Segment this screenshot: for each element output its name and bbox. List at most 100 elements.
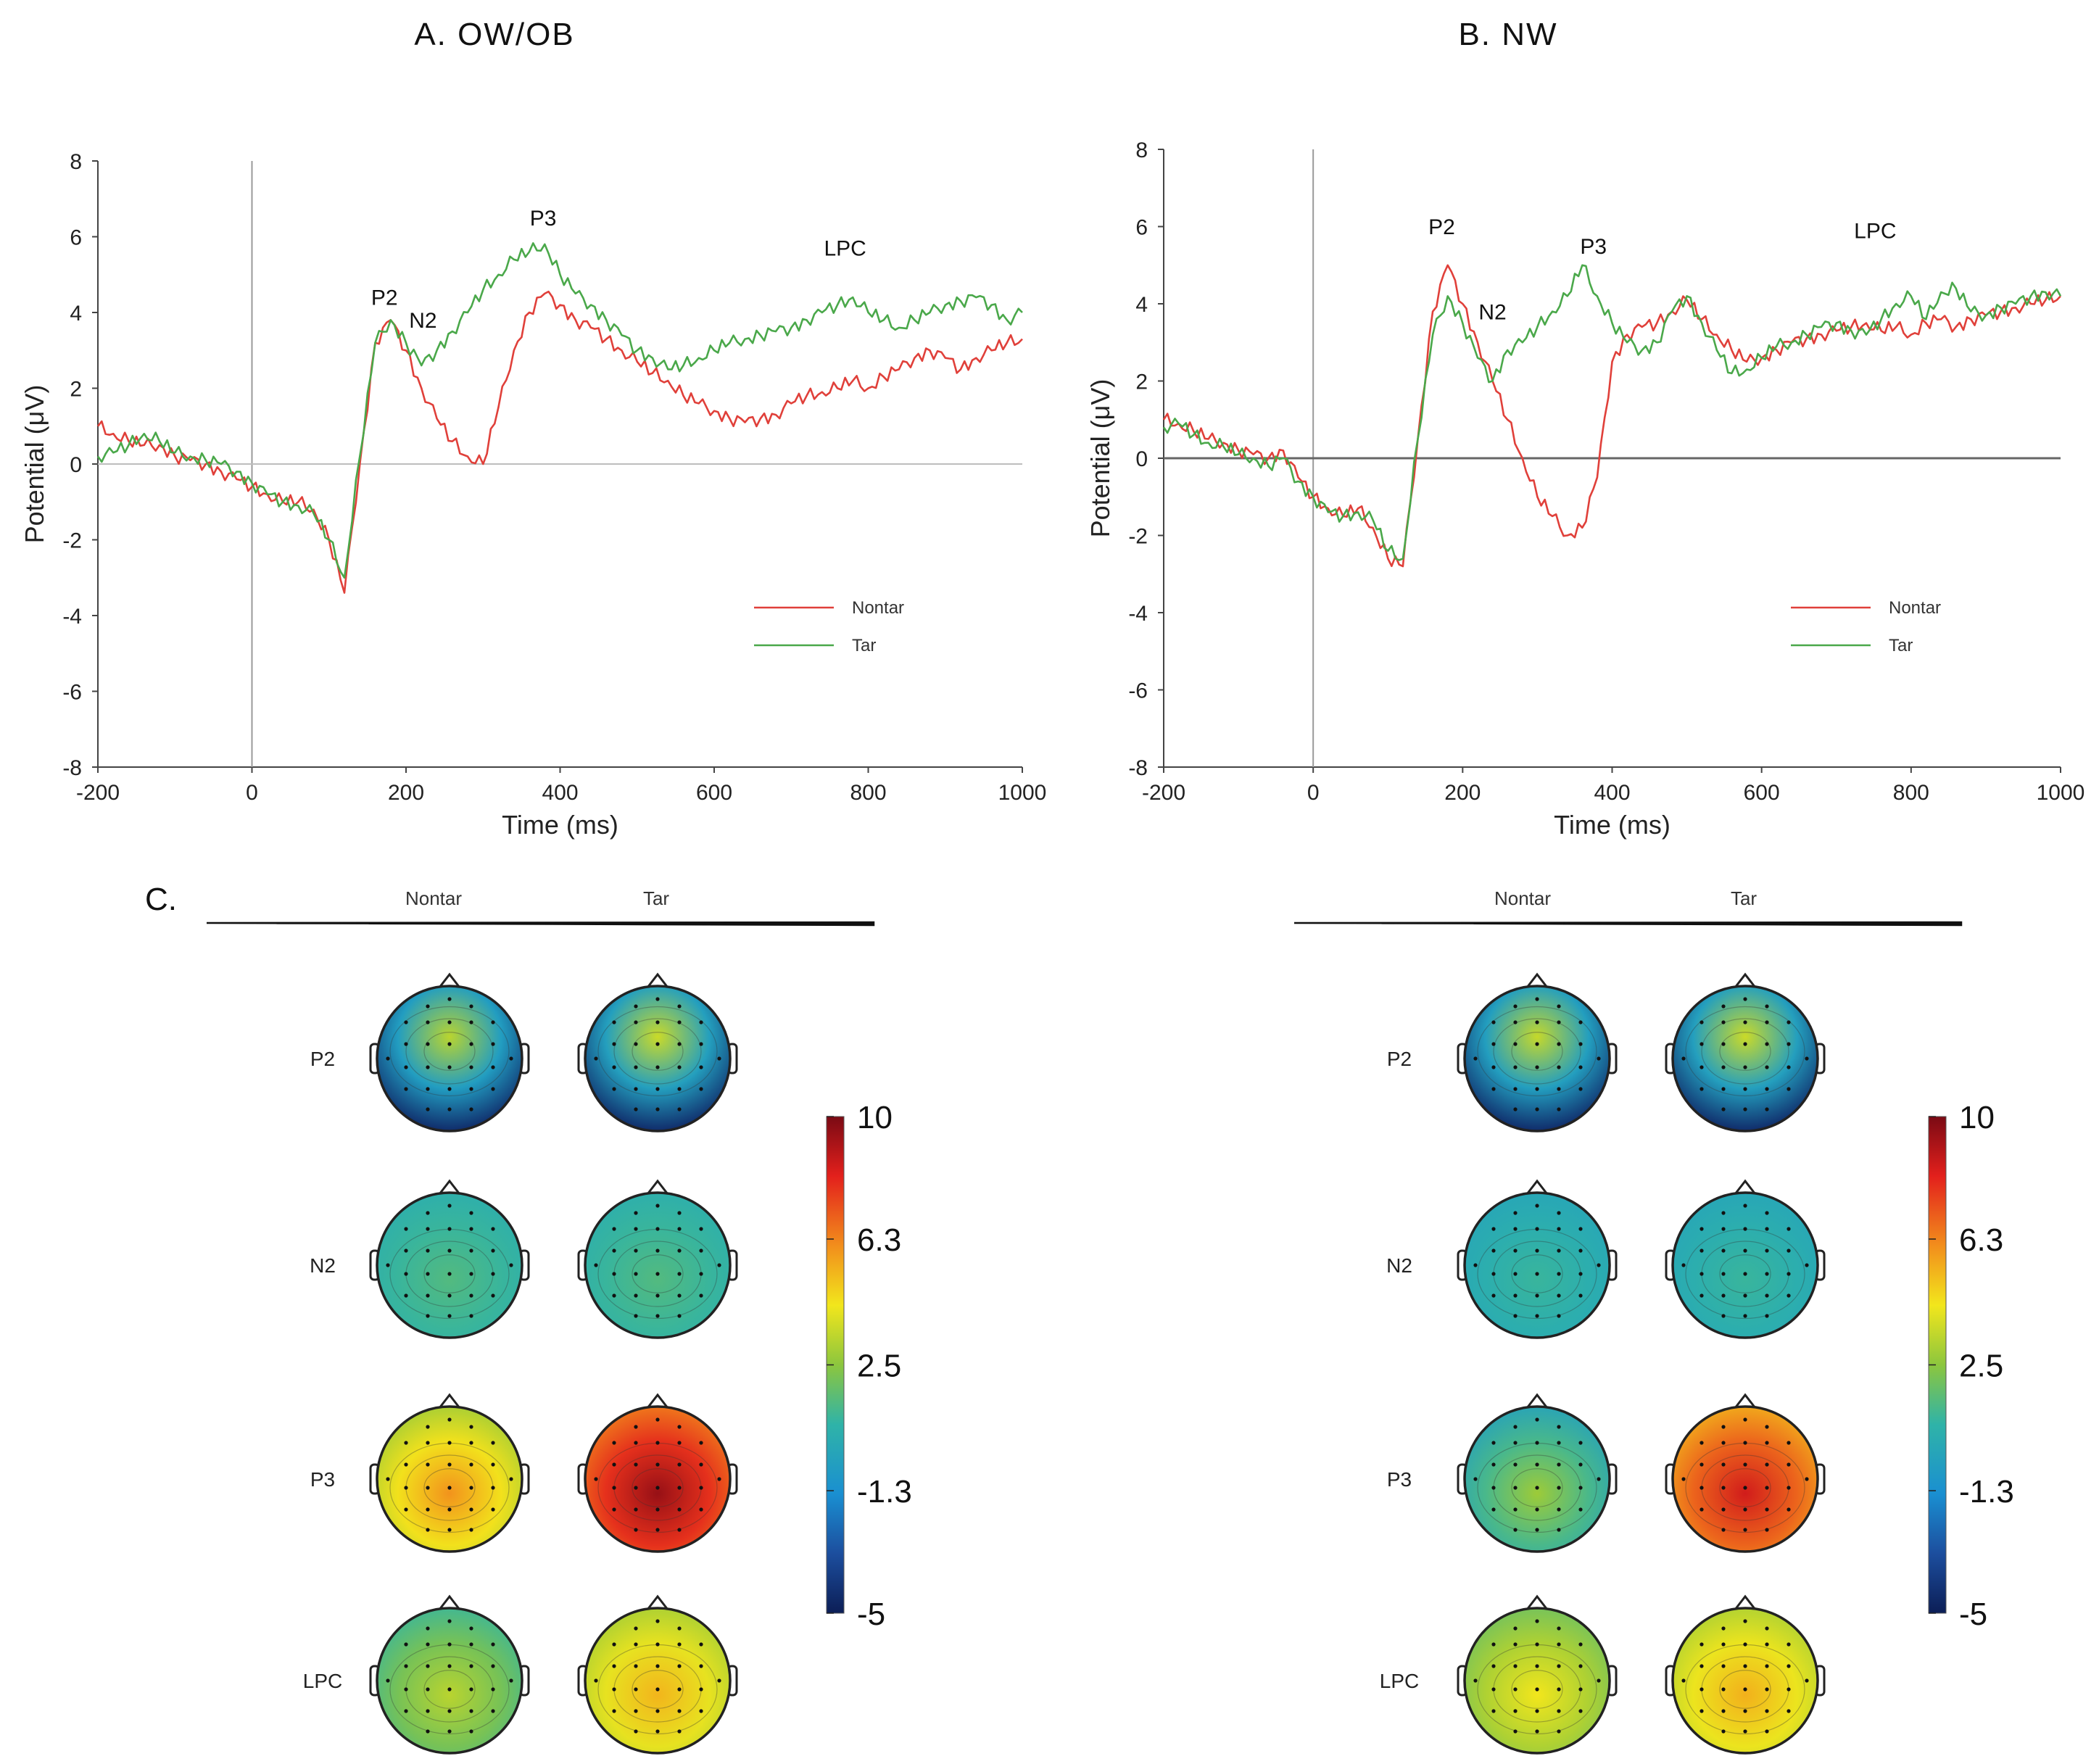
electrode-dot: [699, 1687, 703, 1691]
electrode-dot: [1557, 1425, 1561, 1429]
electrode-dot: [404, 1272, 408, 1276]
x-tick-label: -200: [1142, 781, 1185, 805]
electrode-dot: [509, 1263, 513, 1267]
electrode-dot: [1765, 1249, 1769, 1253]
contour-line: [1719, 1468, 1771, 1507]
electrode-dot: [509, 1678, 513, 1683]
electrode-dot: [1491, 1642, 1496, 1647]
electrode-dot: [426, 1687, 430, 1691]
electrode-dot: [1513, 1642, 1518, 1647]
electrode-dot: [1578, 1441, 1583, 1445]
electrode-dot: [634, 1293, 638, 1298]
electrode-dot: [426, 1642, 430, 1647]
electrode-dot: [1513, 1425, 1518, 1429]
electrode-dot: [491, 1664, 495, 1668]
electrode-dot: [426, 1507, 430, 1512]
electrode-dot: [1805, 1263, 1809, 1267]
electrode-dot: [1743, 1417, 1747, 1422]
y-tick-label: -4: [1128, 602, 1148, 626]
electrode-dot: [1787, 1042, 1791, 1046]
colorbar-tick-label: 6.3: [1959, 1222, 2003, 1258]
electrode-dot: [491, 1020, 495, 1024]
topomap: [1457, 1393, 1618, 1553]
contour-line: [389, 1006, 510, 1097]
topomap: [369, 972, 530, 1132]
electrode-dot: [1765, 1626, 1769, 1631]
electrode-dot: [1765, 1211, 1769, 1215]
electrode-dot: [612, 1272, 616, 1276]
electrode-dot: [1700, 1227, 1704, 1231]
y-tick-label: 4: [1135, 293, 1148, 317]
electrode-dot: [1557, 1729, 1561, 1734]
y-tick-label: -8: [62, 756, 82, 780]
condition-label-nontar: Nontar: [1494, 887, 1551, 909]
component-label-lpc: LPC: [824, 237, 866, 261]
electrode-dot: [1491, 1687, 1496, 1691]
electrode-dot: [426, 1249, 430, 1253]
scalp-map: [584, 985, 732, 1132]
contour-line: [423, 1032, 476, 1071]
electrode-dot: [447, 1619, 452, 1623]
electrode-dot: [677, 1314, 682, 1318]
electrode-dot: [717, 1477, 721, 1481]
electrode-dot: [677, 1020, 682, 1024]
electrode-dot: [1743, 1293, 1747, 1298]
electrode-dot: [426, 1227, 430, 1231]
electrode-dot: [1535, 1272, 1539, 1276]
electrode-dot: [612, 1293, 616, 1298]
electrode-dot: [1535, 1087, 1539, 1091]
y-tick-label: -8: [1128, 756, 1148, 780]
electrode-dot: [1535, 997, 1539, 1001]
electrode-dot: [677, 1211, 682, 1215]
electrode-dot: [469, 1314, 473, 1318]
electrode-dot: [1597, 1263, 1601, 1267]
contour-line: [597, 1006, 718, 1097]
electrode-dot: [1578, 1486, 1583, 1490]
electrode-dot: [469, 1065, 473, 1069]
electrode-dot: [655, 1417, 660, 1422]
y-axis-label: Potential (μV): [20, 385, 49, 544]
electrode-dot: [677, 1227, 682, 1231]
electrode-dot: [1743, 1107, 1747, 1111]
electrode-dot: [634, 1314, 638, 1318]
electrode-dot: [426, 1486, 430, 1490]
electrode-dot: [447, 1664, 452, 1668]
electrode-dot: [612, 1441, 616, 1445]
electrode-dot: [1681, 1678, 1686, 1683]
electrode-dot: [1721, 1087, 1726, 1091]
series-line-nontar: [96, 290, 1023, 594]
electrode-dot: [1513, 1528, 1518, 1532]
electrode-dot: [634, 1729, 638, 1734]
electrode-dot: [699, 1249, 703, 1253]
electrode-dot: [677, 1709, 682, 1713]
topomap: [369, 1393, 530, 1553]
electrode-dot: [677, 1462, 682, 1467]
electrode-dot: [1743, 1249, 1747, 1253]
erp-panel-b: B. NW 8 6 4 2 0 -2 -4 -6 -8-200 0 200 400 600 800 1000…: [1085, 17, 2084, 840]
electrode-dot: [447, 1065, 452, 1069]
electrode-dot: [1557, 1314, 1561, 1318]
electrode-dot: [469, 1729, 473, 1734]
electrode-dot: [426, 1441, 430, 1445]
electrode-dot: [677, 1441, 682, 1445]
electrode-dot: [447, 1709, 452, 1713]
electrode-dot: [426, 1314, 430, 1318]
electrode-dot: [1765, 1227, 1769, 1231]
topomap: [577, 1179, 738, 1339]
electrode-dot: [612, 1664, 616, 1668]
electrode-dot: [677, 1249, 682, 1253]
electrode-dot: [386, 1678, 390, 1683]
electrode-dot: [612, 1227, 616, 1231]
electrode-dot: [447, 1249, 452, 1253]
electrode-dot: [1491, 1042, 1496, 1046]
contour-line: [1511, 1032, 1563, 1071]
electrode-dot: [612, 1642, 616, 1647]
contour-line: [423, 1254, 476, 1293]
electrode-dot: [677, 1507, 682, 1512]
nose-outline: [438, 1393, 461, 1409]
electrode-dot: [404, 1020, 408, 1024]
y-tick-label: 8: [70, 150, 82, 174]
electrode-dot: [612, 1687, 616, 1691]
electrode-dot: [699, 1293, 703, 1298]
